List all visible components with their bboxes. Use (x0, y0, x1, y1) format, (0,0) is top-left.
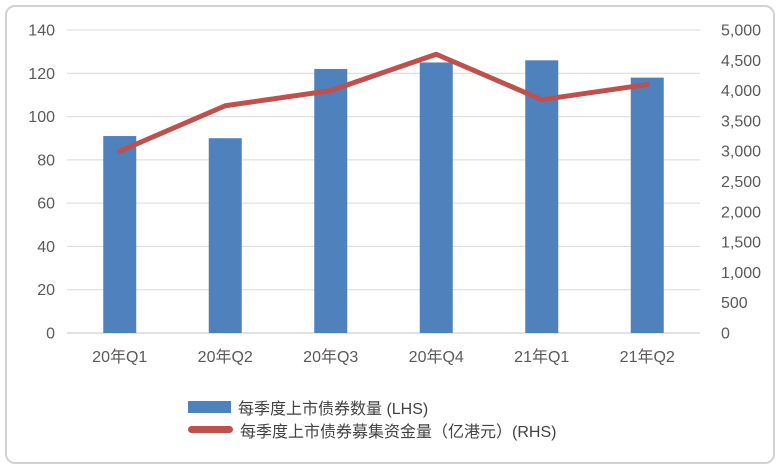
bar-20年Q2 (208, 138, 242, 333)
legend-item-bar-series: 每季度上市债券数量 (LHS) (188, 397, 556, 418)
right-axis-tick-label: 500 (721, 295, 748, 312)
bar-series-label: 每季度上市债券数量 (LHS) (238, 400, 429, 418)
right-axis-tick-label: 4,500 (721, 53, 761, 70)
chart-legend: 每季度上市债券数量 (LHS) 每季度上市债券募集资金量（亿港元）(RHS) (188, 397, 557, 441)
bar-21年Q2 (630, 77, 664, 333)
left-axis-tick-label: 100 (28, 109, 55, 126)
right-axis-tick-label: 0 (721, 326, 730, 343)
left-axis-tick-label: 140 (28, 23, 55, 40)
left-axis-tick-label: 20 (37, 282, 55, 299)
right-axis-tick-label: 2,000 (721, 204, 761, 221)
x-axis-category-label: 21年Q1 (514, 348, 569, 366)
x-axis-category-label: 21年Q2 (620, 348, 675, 366)
right-axis-tick-label: 4,000 (721, 83, 761, 100)
right-axis-tick-label: 3,000 (721, 144, 761, 161)
x-axis-category-label: 20年Q3 (303, 348, 358, 366)
left-axis-tick-label: 60 (37, 196, 55, 213)
bar-20年Q3 (314, 68, 348, 333)
bar-20年Q1 (103, 136, 137, 333)
legend-item-line-series: 每季度上市债券募集资金量（亿港元）(RHS) (188, 420, 557, 441)
right-axis-tick-label: 1,500 (721, 235, 761, 252)
x-axis-category-label: 20年Q1 (92, 348, 147, 366)
x-axis-category-label: 20年Q2 (198, 348, 253, 366)
bar-20年Q4 (419, 62, 453, 333)
right-axis-tick-label: 2,500 (721, 174, 761, 191)
right-axis-tick-label: 1,000 (721, 265, 761, 282)
left-axis-tick-label: 80 (37, 152, 55, 169)
right-axis-tick-label: 3,500 (721, 113, 761, 130)
bar-series-swatch-icon (188, 400, 231, 413)
line-series-label: 每季度上市债券募集资金量（亿港元）(RHS) (240, 423, 557, 441)
left-axis-tick-label: 120 (28, 66, 55, 83)
x-axis-category-label: 20年Q4 (409, 348, 464, 366)
line-series (117, 51, 650, 154)
bar-21年Q1 (525, 60, 559, 334)
left-axis-tick-label: 40 (37, 239, 55, 256)
left-axis-tick-label: 0 (46, 326, 55, 343)
line-series-swatch-icon (188, 426, 233, 433)
right-axis-tick-label: 5,000 (721, 23, 761, 40)
